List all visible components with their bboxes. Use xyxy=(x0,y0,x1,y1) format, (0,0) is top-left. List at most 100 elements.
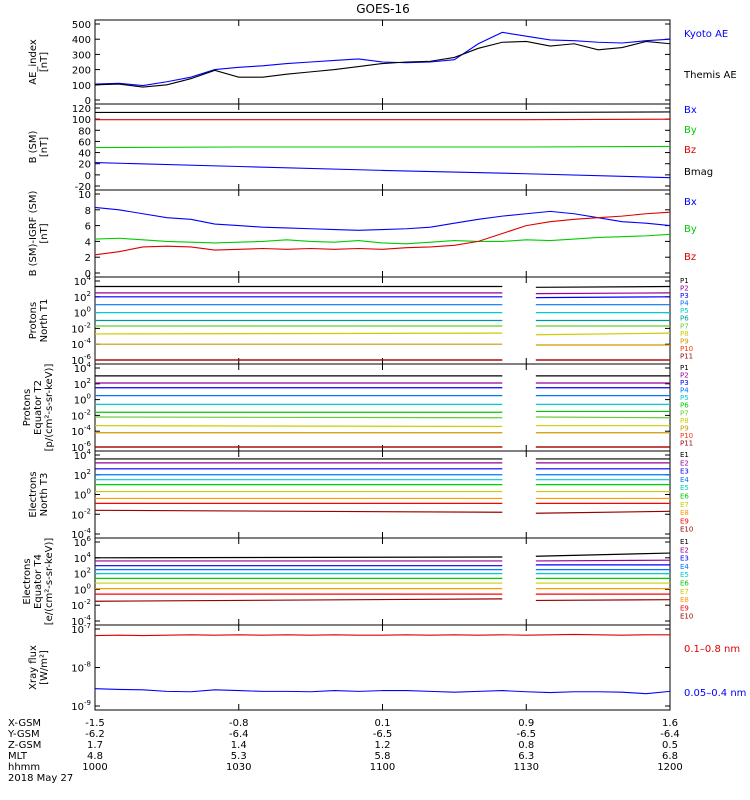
panel-8: 10-7 10-8 10-9 Xray flux[W/m²] 0.1–0.8 nm 0.0… xyxy=(28,622,746,713)
series-line-e1 xyxy=(94,556,503,559)
legend-e4: E4 xyxy=(680,476,689,484)
series-line-bz xyxy=(94,211,671,256)
y-axis-label-line: Equator T2 xyxy=(33,380,44,435)
x-row-label: Y-GSM xyxy=(7,729,40,740)
y-tick-label: 80 xyxy=(78,126,91,137)
y-tick-exponent: 0 xyxy=(87,393,91,401)
y-tick-label: 104 xyxy=(74,274,92,288)
x-row-value: 1.7 xyxy=(87,740,103,751)
panel-frame xyxy=(94,450,671,539)
legend-p2: P2 xyxy=(680,285,689,293)
legend-kyoto-ae: Kyoto AE xyxy=(684,29,728,40)
y-tick-label: 106 xyxy=(74,535,92,549)
y-axis-label-line: Protons xyxy=(28,302,39,339)
y-axis-label-line: North T1 xyxy=(39,299,50,343)
y-axis-label-line: North T3 xyxy=(39,473,50,517)
y-tick-label: 102 xyxy=(74,567,91,581)
y-tick-label: 200 xyxy=(72,66,91,77)
legend-e8: E8 xyxy=(680,596,689,604)
y-tick-exponent: -4 xyxy=(84,527,92,535)
legend-p10: P10 xyxy=(680,345,693,353)
y-tick-exponent: 2 xyxy=(87,468,91,476)
legend-bmag: Bmag xyxy=(684,167,713,178)
x-row-label: MLT xyxy=(8,751,28,762)
legend-e5: E5 xyxy=(680,484,689,492)
x-row-value: -0.8 xyxy=(229,718,249,729)
series-line-p8 xyxy=(535,332,671,336)
legend-e1: E1 xyxy=(680,451,689,459)
y-tick-exponent: -2 xyxy=(84,598,91,606)
series-line-e1 xyxy=(535,552,671,557)
x-row-value: 6.8 xyxy=(662,751,678,762)
panel-frame xyxy=(94,537,671,626)
x-row-value: 1000 xyxy=(82,762,107,773)
legend-e3: E3 xyxy=(680,468,689,476)
legend-p11: P11 xyxy=(680,352,693,360)
legend-e2: E2 xyxy=(680,459,689,467)
series-line-p8 xyxy=(94,332,503,335)
series-line-p8 xyxy=(94,425,503,428)
series-line-bz xyxy=(95,118,671,121)
legend-e8: E8 xyxy=(680,509,689,517)
x-row-value: -6.2 xyxy=(85,729,105,740)
y-tick-label: 10-4 xyxy=(71,337,91,351)
y-tick-exponent: -4 xyxy=(84,424,92,432)
series-line-p1 xyxy=(535,285,671,288)
y-axis-label-line: Electrons xyxy=(22,558,33,604)
y-tick-exponent: -7 xyxy=(84,622,91,630)
y-tick-exponent: -4 xyxy=(84,337,92,345)
series-line-e10 xyxy=(535,510,671,514)
x-row-value: 6.3 xyxy=(518,751,534,762)
y-tick-label: 120 xyxy=(72,104,91,115)
y-tick-label: 2 xyxy=(85,253,91,264)
panel-frame xyxy=(94,624,671,711)
x-row-value: 0.9 xyxy=(518,718,534,729)
y-tick-label: 400 xyxy=(72,35,91,46)
legend-e6: E6 xyxy=(680,580,689,588)
y-axis-label-line: [nT] xyxy=(39,52,50,72)
y-tick-label: 0 xyxy=(85,171,91,182)
legend-e7: E7 xyxy=(680,501,689,509)
y-tick-exponent: 2 xyxy=(87,377,91,385)
series-line-0-05-0-4-nm xyxy=(94,688,671,695)
y-tick-exponent: -9 xyxy=(84,699,91,707)
y-tick-label: 100 xyxy=(74,488,91,502)
legend-e10: E10 xyxy=(680,526,693,534)
y-tick-label: 40 xyxy=(78,149,91,160)
legend-e4: E4 xyxy=(680,563,689,571)
y-tick-exponent: -2 xyxy=(84,507,91,515)
legend-bz: Bz xyxy=(684,252,696,263)
legend-p10: P10 xyxy=(680,432,693,440)
y-axis-label-line: [e/(cm²-s-sr-keV)] xyxy=(44,538,55,626)
legend-p9: P9 xyxy=(680,424,689,432)
panel-frame xyxy=(94,189,671,278)
y-tick-label: -20 xyxy=(75,182,91,193)
y-tick-label: 100 xyxy=(72,81,91,92)
legend-p8: P8 xyxy=(680,330,689,338)
series-line-p7 xyxy=(535,416,671,419)
x-row-value: -6.4 xyxy=(660,729,680,740)
x-row-value: 5.8 xyxy=(375,751,391,762)
y-axis-label-line: B (SM)-IGRF (SM) xyxy=(28,191,39,277)
y-tick-exponent: 4 xyxy=(87,361,92,369)
y-tick-exponent: -6 xyxy=(84,440,92,448)
legend-p8: P8 xyxy=(680,417,689,425)
series-line-0-1-0-8-nm xyxy=(94,633,670,637)
y-tick-label: 102 xyxy=(74,290,91,304)
y-tick-label: 60 xyxy=(78,137,91,148)
x-row-value: 1.4 xyxy=(231,740,247,751)
y-tick-label: 4 xyxy=(85,237,91,248)
legend-e9: E9 xyxy=(680,517,689,525)
x-row-value: 1.2 xyxy=(375,740,391,751)
y-axis-label: ElectronsNorth T3 xyxy=(28,471,50,517)
y-tick-label: 100 xyxy=(74,306,91,320)
y-tick-exponent: 6 xyxy=(87,535,92,543)
x-row-label: 2018 May 27 xyxy=(8,773,73,784)
y-tick-label: 10-2 xyxy=(71,598,91,612)
y-axis-label: AE_index[nT] xyxy=(28,39,50,85)
y-tick-label: 10-2 xyxy=(71,507,91,521)
y-tick-exponent: 2 xyxy=(87,290,91,298)
legend-by: By xyxy=(684,125,697,136)
series-line-themis-ae xyxy=(94,40,671,88)
